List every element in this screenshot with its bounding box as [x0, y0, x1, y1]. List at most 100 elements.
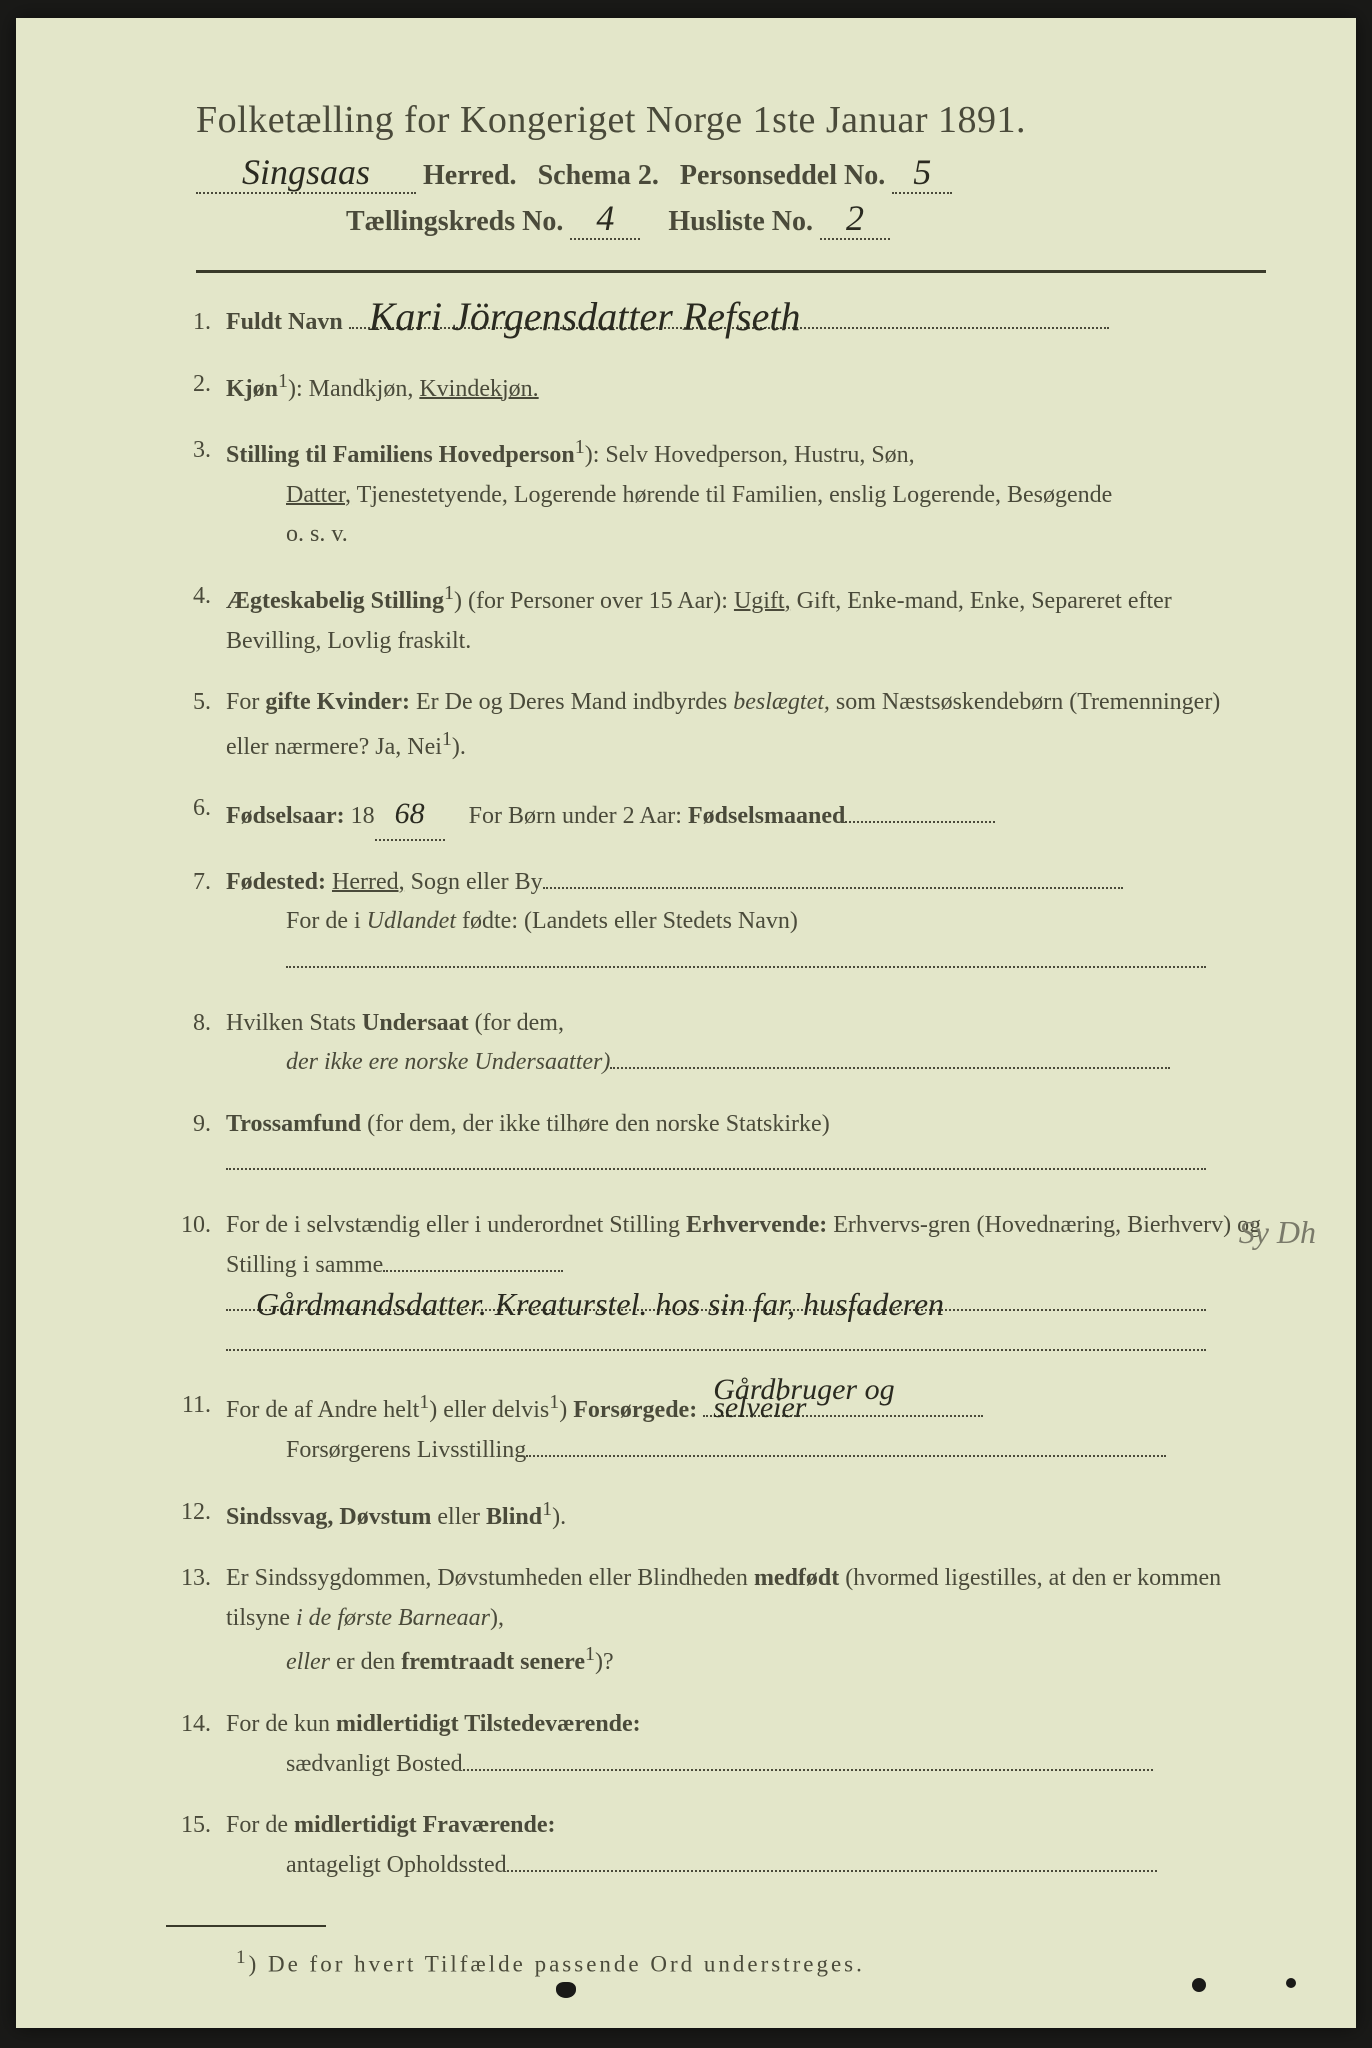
census-form-page: Folketælling for Kongeriget Norge 1ste J… [16, 18, 1356, 2028]
selected-option: Ugift, [734, 588, 791, 614]
item-label: Fødested: [226, 869, 326, 895]
item-4: 4. Ægteskabelig Stilling1) (for Personer… [166, 577, 1266, 661]
item-italic: beslægtet, [733, 689, 830, 715]
item-number: 9. [166, 1105, 211, 1145]
item-11: 11. For de af Andre helt1) eller delvis1… [166, 1386, 1266, 1470]
item-number: 14. [166, 1705, 211, 1745]
item-6: 6. Fødselsaar: 1868 For Børn under 2 Aar… [166, 789, 1266, 841]
item-number: 1. [166, 303, 211, 343]
item-text: sædvanligt Bosted [286, 1751, 463, 1777]
item-label: midlertidigt Tilstedeværende: [336, 1711, 641, 1737]
item-italic: der ikke ere norske Undersaatter) [286, 1049, 610, 1075]
husliste-value: 2 [846, 208, 864, 230]
supporter-value: Gårdbruger og selveier [713, 1381, 983, 1417]
taellingskreds-value: 4 [596, 208, 614, 230]
personseddel-value: 5 [913, 162, 931, 184]
herred-value: Singsaas [242, 162, 370, 184]
item-2: 2. Kjøn1): Mandkjøn, Kvindekjøn. [166, 365, 1266, 410]
item-13: 13. Er Sindssygdommen, Døvstumheden elle… [166, 1559, 1266, 1683]
item-text: Er Sindssygdommen, Døvstumheden eller Bl… [226, 1565, 754, 1591]
item-text: antageligt Opholdssted [286, 1852, 507, 1878]
item-text: For de [226, 1812, 294, 1838]
item-number: 4. [166, 577, 211, 617]
item-text: ). [552, 1504, 566, 1530]
item-label: Ægteskabelig Stilling [226, 588, 444, 614]
footnote-marker: 1 [236, 1947, 249, 1968]
item-text: fødte: (Landets eller Stedets Navn) [456, 908, 798, 934]
item-text: ): Selv Hovedperson, Hustru, Søn, [585, 442, 915, 468]
header-line-1: Singsaas Herred. Schema 2. Personseddel … [196, 160, 1266, 194]
item-text: For [226, 689, 265, 715]
item-9: 9. Trossamfund (for dem, der ikke tilhør… [166, 1105, 1266, 1184]
item-text: ) [559, 1397, 573, 1423]
husliste-label: Husliste No. [668, 206, 813, 237]
item-number: 3. [166, 431, 211, 471]
item-number: 13. [166, 1559, 211, 1599]
item-label: Trossamfund [226, 1111, 361, 1137]
schema-label: Schema 2. [538, 160, 659, 191]
punch-mark [1192, 1978, 1206, 1992]
item-text: Sogn eller By [405, 869, 543, 895]
item-label: Forsørgede: [573, 1397, 697, 1423]
item-text: )? [595, 1649, 614, 1675]
footnote-ref: 1 [585, 1643, 595, 1665]
item-5: 5. For gifte Kvinder: Er De og Deres Man… [166, 683, 1266, 767]
selected-option: Datter, [286, 482, 351, 508]
item-10: 10. For de i selvstændig eller i underor… [166, 1206, 1266, 1364]
footnote-ref: 1 [575, 436, 585, 458]
item-number: 11. [166, 1386, 211, 1426]
item-label: midlertidigt Fraværende: [294, 1812, 556, 1838]
item-label: Stilling til Familiens Hovedperson [226, 442, 575, 468]
personseddel-label: Personseddel No. [680, 160, 885, 191]
item-text: Hvilken Stats [226, 1010, 362, 1036]
footnote-ref: 1 [444, 582, 454, 604]
item-text: Tjenestetyende, Logerende hørende til Fa… [351, 482, 1112, 508]
item-number: 7. [166, 863, 211, 903]
item-number: 10. [166, 1206, 211, 1246]
footnote-ref: 1 [278, 370, 288, 392]
selected-option: Kvindekjøn. [419, 376, 538, 402]
item-text: For de af Andre helt [226, 1397, 419, 1423]
item-text: For de i selvstændig eller i underordnet… [226, 1212, 686, 1238]
footnote-ref: 1 [442, 728, 452, 750]
item-label: Kjøn [226, 376, 278, 402]
item-text: ). [452, 734, 466, 760]
header-separator [196, 270, 1266, 273]
footnote-ref: 1 [419, 1391, 429, 1413]
item-7: 7. Fødested: Herred, Sogn eller By For d… [166, 863, 1266, 982]
item-label: Blind [486, 1504, 542, 1530]
footnote-ref: 1 [549, 1391, 559, 1413]
item-number: 2. [166, 365, 211, 405]
item-text: ) (for Personer over 15 Aar): [454, 588, 734, 614]
footnote-ref: 1 [542, 1498, 552, 1520]
header-line-2: Tællingskreds No. 4 Husliste No. 2 [346, 206, 1266, 240]
item-label: Erhvervende: [686, 1212, 827, 1238]
item-3: 3. Stilling til Familiens Hovedperson1):… [166, 431, 1266, 555]
item-text: eller [431, 1504, 486, 1530]
taellingskreds-label: Tællingskreds No. [346, 206, 563, 237]
item-text: ), [490, 1605, 504, 1631]
item-text: ) eller delvis [429, 1397, 549, 1423]
item-number: 15. [166, 1806, 211, 1846]
form-title: Folketælling for Kongeriget Norge 1ste J… [196, 98, 1266, 142]
form-header: Folketælling for Kongeriget Norge 1ste J… [166, 98, 1266, 240]
herred-label: Herred. [423, 160, 517, 191]
item-label: Fuldt Navn [226, 309, 343, 335]
punch-mark [556, 1982, 576, 1998]
item-number: 8. [166, 1004, 211, 1044]
item-number: 6. [166, 789, 211, 829]
item-text: Forsørgerens Livsstilling [286, 1437, 526, 1463]
item-1: 1. Fuldt Navn Kari Jörgensdatter Refseth [166, 303, 1266, 343]
item-label: gifte Kvinder: [265, 689, 410, 715]
item-text: (for dem, der ikke tilhøre den norske St… [361, 1111, 830, 1137]
item-italic: Udlandet [367, 908, 456, 934]
selected-option: Herred, [332, 869, 405, 895]
item-12: 12. Sindssvag, Døvstum eller Blind1). [166, 1493, 1266, 1538]
item-text: (for dem, [469, 1010, 564, 1036]
item-15: 15. For de midlertidigt Fraværende: anta… [166, 1806, 1266, 1885]
item-label: Fødselsaar: [226, 803, 345, 829]
item-label: Sindssvag, Døvstum [226, 1504, 431, 1530]
item-label: fremtraadt senere [401, 1649, 585, 1675]
item-label: Undersaat [362, 1010, 469, 1036]
name-value: Kari Jörgensdatter Refseth [369, 305, 801, 329]
